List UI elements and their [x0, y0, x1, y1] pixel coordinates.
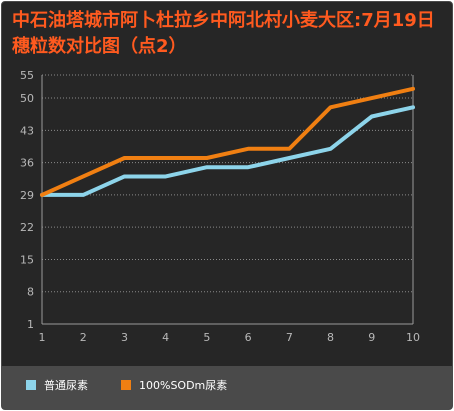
legend-item-series-1: 普通尿素 — [26, 377, 88, 393]
series-line-2 — [40, 86, 415, 197]
x-tick-label: 5 — [203, 331, 210, 344]
legend: 普通尿素 100%SODm尿素 — [2, 366, 452, 409]
line-chart: 1 8 15 22 29 36 43 50 55 1 2 3 4 5 6 7 8 9 10 — [20, 69, 420, 344]
y-tick-label: 22 — [20, 221, 34, 234]
x-tick-label: 10 — [406, 331, 420, 344]
legend-label-series-2: 100%SODm尿素 — [139, 379, 228, 392]
legend-label-series-1: 普通尿素 — [44, 379, 88, 392]
x-tick-label: 4 — [162, 331, 169, 344]
y-tick-label: 50 — [20, 92, 34, 105]
legend-item-series-2: 100%SODm尿素 — [121, 377, 227, 393]
y-tick-label: 43 — [20, 124, 34, 137]
chart-title: 中石油塔城市阿卜杜拉乡中阿北村小麦大区:7月19日穗粒数对比图（点2） — [12, 10, 435, 57]
y-tick-label: 55 — [20, 69, 34, 82]
y-tick-label: 1 — [27, 318, 34, 331]
y-tick-label: 8 — [27, 286, 34, 299]
y-tick-label: 29 — [20, 189, 34, 202]
x-tick-label: 9 — [368, 331, 375, 344]
x-tick-label: 2 — [80, 331, 87, 344]
series-line-1 — [40, 105, 415, 197]
y-tick-label: 15 — [20, 253, 34, 266]
legend-swatch-series-1 — [26, 380, 36, 390]
x-tick-label: 3 — [121, 331, 128, 344]
legend-swatch-series-2 — [121, 380, 131, 390]
x-tick-label: 1 — [39, 331, 46, 344]
x-tick-label: 8 — [327, 331, 334, 344]
y-tick-label: 36 — [20, 157, 34, 170]
x-tick-label: 6 — [245, 331, 252, 344]
x-tick-label: 7 — [286, 331, 293, 344]
